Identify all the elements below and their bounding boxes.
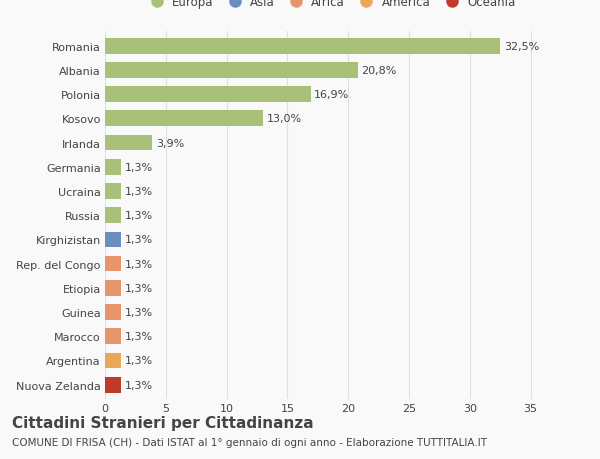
Bar (105, 280, 121, 296)
Bar (105, 304, 121, 320)
Text: 1,3%: 1,3% (124, 186, 152, 196)
Bar (105, 184, 121, 199)
Text: 32,5%: 32,5% (504, 42, 539, 51)
Text: 1,3%: 1,3% (124, 308, 152, 317)
Text: 3,9%: 3,9% (156, 138, 184, 148)
Bar (105, 111, 263, 127)
Text: 13,0%: 13,0% (267, 114, 302, 124)
Bar (105, 329, 121, 344)
Legend: Europa, Asia, Africa, America, Oceania: Europa, Asia, Africa, America, Oceania (145, 0, 515, 9)
Text: 20,8%: 20,8% (362, 66, 397, 76)
Text: 1,3%: 1,3% (124, 235, 152, 245)
Bar (105, 377, 121, 393)
Bar (105, 353, 121, 369)
Bar (105, 39, 500, 55)
Bar (105, 208, 121, 224)
Bar (105, 63, 358, 78)
Bar (105, 232, 121, 248)
Bar (105, 256, 121, 272)
Bar (105, 87, 311, 103)
Text: Cittadini Stranieri per Cittadinanza: Cittadini Stranieri per Cittadinanza (12, 415, 314, 431)
Bar (105, 135, 152, 151)
Text: 1,3%: 1,3% (124, 380, 152, 390)
Bar (105, 160, 121, 175)
Text: 1,3%: 1,3% (124, 259, 152, 269)
Text: 16,9%: 16,9% (314, 90, 349, 100)
Text: 1,3%: 1,3% (124, 356, 152, 366)
Text: 1,3%: 1,3% (124, 211, 152, 221)
Text: 1,3%: 1,3% (124, 283, 152, 293)
Text: 1,3%: 1,3% (124, 162, 152, 173)
Text: COMUNE DI FRISA (CH) - Dati ISTAT al 1° gennaio di ogni anno - Elaborazione TUTT: COMUNE DI FRISA (CH) - Dati ISTAT al 1° … (12, 437, 487, 447)
Text: 1,3%: 1,3% (124, 331, 152, 341)
